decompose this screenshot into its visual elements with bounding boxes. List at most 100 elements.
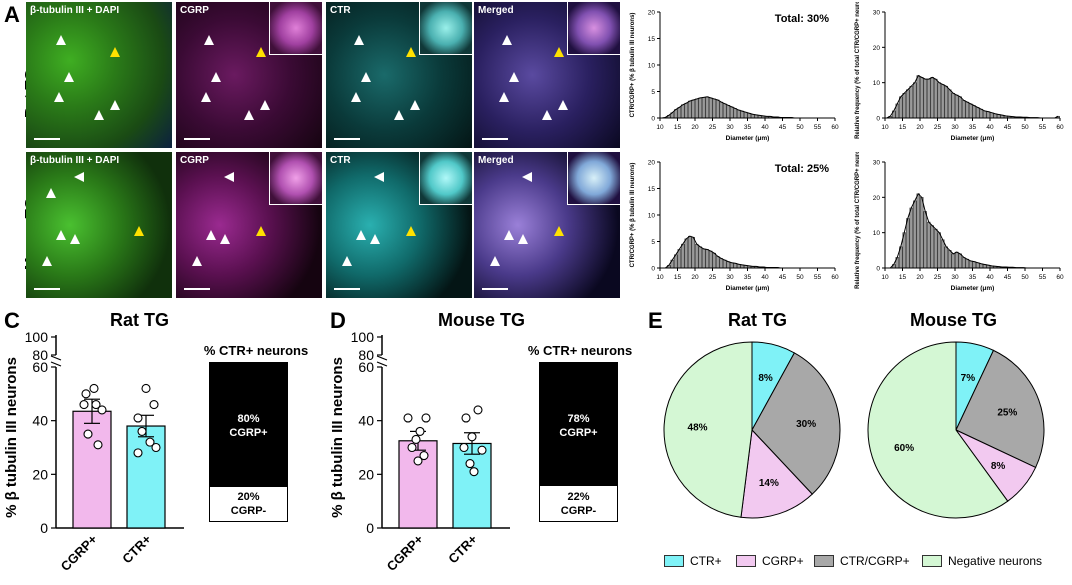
data-point [133,413,143,423]
arrowhead-icon [394,110,404,120]
arrowhead-icon [509,72,519,82]
hist-bar [913,82,917,119]
x-tick-label: 55 [814,274,822,281]
panel-letter-c: C [4,308,20,333]
y-tick-label: 40 [32,413,48,429]
pie-slice [955,349,1045,469]
arrowhead-icon [192,256,202,266]
legend-swatch [664,555,684,567]
stack-label: 20% [237,491,260,503]
x-tick-label: 15 [674,274,682,281]
x-tick-label: 40 [986,274,994,281]
y-tick-label: 40 [358,413,374,429]
y-tick-label: 10 [648,213,656,220]
y-tick-label: 100 [25,329,49,345]
hist-bar [944,85,948,119]
arrowhead-icon [554,226,564,236]
hist-bar [951,93,955,119]
legend-swatch [736,555,756,567]
pie-label: 8% [991,461,1006,472]
micro-label: Merged [478,155,514,166]
hist-bar [948,89,952,119]
arrowhead-icon [201,92,211,102]
y-tick-label: 20 [873,195,881,202]
scale-bar [34,138,60,140]
hist-bar [955,251,959,269]
hist-bar [705,96,709,119]
hist-bar [930,77,934,119]
arrowhead-icon [64,72,74,82]
hist-bar [899,96,903,119]
stack-label: 22% [567,491,590,503]
x-tick-label: 35 [969,274,977,281]
data-point [403,413,413,423]
x-tick-label: 25 [709,124,717,131]
arrowhead-icon [56,35,66,45]
x-tick-label: 20 [916,274,924,281]
micro-label: β-tubulin III + DAPI [30,5,120,16]
x-tick-label: 30 [951,124,959,131]
pie-label: 25% [997,408,1017,419]
hist-bar [902,93,906,119]
hist-bar [920,77,924,119]
panel-letter-d: D [330,308,346,333]
pie-chart-mouse: 7% 25% 8% 60% [867,341,1045,519]
arrowhead-icon [351,92,361,102]
arrowhead-icon [70,234,80,244]
arrowhead-icon [554,47,564,57]
scale-bar [334,138,360,140]
x-tick-label: 30 [951,274,959,281]
inset-zoom [567,2,620,55]
hist-bar [972,261,976,269]
arrowhead-icon [110,47,120,57]
y-tick-label: 10 [648,63,656,70]
hist-bar [909,85,913,119]
data-point [97,405,107,415]
x-tick-label: 60 [1056,274,1064,281]
data-point [81,389,91,399]
x-axis-label: Diameter (μm) [951,135,995,142]
arrowhead-icon [406,47,416,57]
data-point [419,451,429,461]
stack-label: CGRP+ [229,427,268,439]
arrowhead-icon [46,188,56,198]
arrowhead-icon [206,230,216,240]
y-tick-label: 5 [651,89,655,96]
micro-rat-ctr: CTR [326,2,472,148]
data-point [83,429,93,439]
hist-total: Total: 25% [775,163,829,175]
y-tick-label: 20 [358,466,374,482]
arrowhead-icon [74,172,84,182]
data-point [411,434,421,444]
y-tick-label: 30 [873,160,881,167]
data-point [477,445,487,455]
y-tick-label: 80 [358,347,374,363]
hist-bar [930,225,934,269]
hist-bar [941,239,945,269]
legend-label: CGRP+ [762,554,804,568]
x-tick-label: 40 [986,124,994,131]
x-tick-label: 30 [726,124,734,131]
micro-label: CTR [330,5,351,16]
hist-bar [934,78,938,119]
arrowhead-icon [42,256,52,266]
arrowhead-icon [361,72,371,82]
arrowhead-icon [260,100,270,110]
hist-bar [677,107,681,119]
x-tick-label: 50 [796,124,804,131]
y-tick-label: 60 [358,359,374,375]
y-tick-label: 15 [648,186,656,193]
pie-rat-title: Rat TG [728,310,788,330]
hist-bar [927,78,931,119]
scale-bar [34,288,60,290]
open-arrowhead-icon [211,72,221,82]
inset-zoom [269,152,322,205]
y-tick-label: 15 [648,36,656,43]
hist-bar [906,89,910,119]
x-tick-label: CTR+ [119,531,154,566]
hist-bar [719,258,723,269]
y-tick-label: 20 [648,10,656,17]
x-axis-label: Diameter (μm) [726,135,770,142]
